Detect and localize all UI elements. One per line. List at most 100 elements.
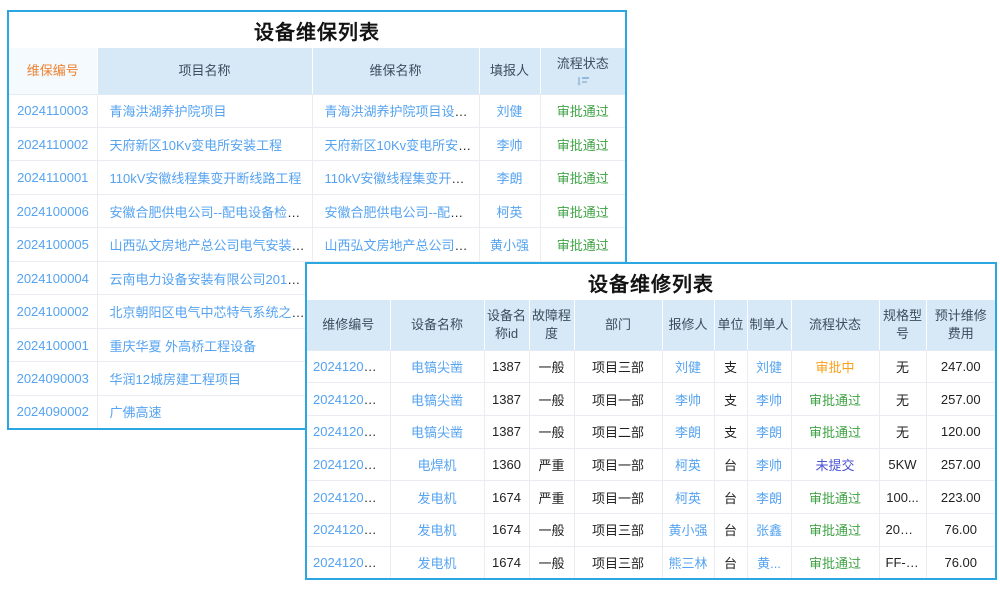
project-name-link[interactable]: 天府新区10Kv变电所安装工程 xyxy=(109,137,283,153)
column-header-reporter: 填报人 xyxy=(478,48,540,95)
unit-value: 台 xyxy=(723,555,737,571)
maintenance-name-link[interactable]: 安徽合肥供电公司--配电... xyxy=(324,204,475,220)
repair-reporter-link[interactable]: 熊三林 xyxy=(668,555,708,571)
department-value: 项目二部 xyxy=(591,425,644,441)
device-name-link[interactable]: 电镐尖凿 xyxy=(410,425,463,441)
creator-link[interactable]: 张鑫 xyxy=(755,523,782,539)
status-badge: 审批通过 xyxy=(556,104,609,120)
maintenance-name-link[interactable]: 110kV安徽线程集变开断... xyxy=(324,171,476,187)
repair-reporter-link[interactable]: 柯英 xyxy=(674,490,701,506)
reporter-link[interactable]: 李朗 xyxy=(496,171,523,187)
project-name-link[interactable]: 云南电力设备安装有限公司2019--2... xyxy=(109,271,312,287)
repair-id-link[interactable]: 2024120006 xyxy=(313,489,386,505)
project-name-link[interactable]: 华润12城房建工程项目 xyxy=(109,371,241,387)
severity-value: 严重 xyxy=(538,490,565,506)
column-header-maintenance-id: 维保编号 xyxy=(9,48,97,95)
repair-header-row: 维修编号 设备名称 设备名称id 故障程度 部门 报修人 单位 制单人 流程状态… xyxy=(307,300,995,351)
creator-link[interactable]: 李帅 xyxy=(755,392,782,408)
maintenance-header-row: 维保编号 项目名称 维保名称 填报人 流程状态 xyxy=(9,48,625,95)
repair-id-link[interactable]: 2024120004 xyxy=(313,554,386,570)
status-badge: 审批通过 xyxy=(808,555,861,571)
repair-reporter-link[interactable]: 李朗 xyxy=(674,425,701,441)
maintenance-id-link[interactable]: 2024110003 xyxy=(17,103,89,119)
reporter-link[interactable]: 刘健 xyxy=(496,104,523,120)
repair-id-link[interactable]: 2024120007 xyxy=(313,456,386,472)
column-header-department: 部门 xyxy=(573,300,662,351)
column-header-maintenance-name: 维保名称 xyxy=(311,48,479,95)
table-row: 2024100006 安徽合肥供电公司--配电设备检修... 安徽合肥供电公司-… xyxy=(9,193,625,229)
column-header-flow-status[interactable]: 流程状态 xyxy=(539,48,625,95)
flow-status-label: 流程状态 xyxy=(556,56,609,72)
creator-link[interactable]: 刘健 xyxy=(755,359,782,375)
maintenance-name-link[interactable]: 天府新区10Kv变电所安装... xyxy=(324,137,479,153)
sort-icon[interactable] xyxy=(576,76,590,87)
repair-reporter-link[interactable]: 黄小强 xyxy=(668,523,708,539)
device-name-link[interactable]: 发电机 xyxy=(417,523,457,539)
unit-value: 台 xyxy=(723,490,737,506)
spec-model-value: 无 xyxy=(895,425,909,441)
repair-id-link[interactable]: 2024120010 xyxy=(313,358,386,374)
project-name-link[interactable]: 重庆华夏 外高桥工程设备 xyxy=(109,338,257,354)
reporter-link[interactable]: 李帅 xyxy=(496,137,523,153)
status-badge: 审批通过 xyxy=(556,238,609,254)
device-name-link[interactable]: 电镐尖凿 xyxy=(410,359,463,375)
maintenance-id-link[interactable]: 2024100006 xyxy=(16,203,89,219)
maintenance-id-link[interactable]: 2024100001 xyxy=(16,337,89,353)
column-header-device-name: 设备名称 xyxy=(389,300,484,351)
department-value: 项目三部 xyxy=(591,359,644,375)
spec-model-value: 200kw xyxy=(885,522,924,538)
creator-link[interactable]: 李帅 xyxy=(755,457,782,473)
repair-id-link[interactable]: 2024120009 xyxy=(313,391,386,407)
severity-value: 一般 xyxy=(538,555,565,571)
status-badge: 审批通过 xyxy=(556,204,609,220)
project-name-link[interactable]: 青海洪湖养护院项目 xyxy=(109,104,227,120)
table-row: 2024120004 发电机 1674 一般 项目三部 熊三林 台 黄... 审… xyxy=(307,545,995,578)
repair-reporter-link[interactable]: 刘健 xyxy=(674,359,701,375)
department-value: 项目三部 xyxy=(591,523,644,539)
column-header-device-id: 设备名称id xyxy=(483,300,529,351)
creator-link[interactable]: 黄... xyxy=(757,555,781,571)
maintenance-id-link[interactable]: 2024100005 xyxy=(16,237,89,253)
device-name-link[interactable]: 电焊机 xyxy=(417,457,457,473)
estimated-cost-value: 76.00 xyxy=(944,522,978,538)
table-row: 2024120009 电镐尖凿 1387 一般 项目一部 李帅 支 李帅 审批通… xyxy=(307,382,995,416)
repair-id-link[interactable]: 2024120005 xyxy=(313,522,386,538)
repair-id-link[interactable]: 2024120008 xyxy=(313,424,386,440)
column-header-project-name: 项目名称 xyxy=(96,48,312,95)
creator-link[interactable]: 李朗 xyxy=(755,490,782,506)
project-name-link[interactable]: 北京朝阳区电气中芯特气系统之GM... xyxy=(109,305,312,321)
project-name-link[interactable]: 山西弘文房地产总公司电气安装工程 xyxy=(109,238,312,254)
estimated-cost-value: 120.00 xyxy=(940,424,981,440)
maintenance-id-link[interactable]: 2024110001 xyxy=(17,170,89,186)
table-row: 2024120007 电焊机 1360 严重 项目一部 柯英 台 李帅 未提交 … xyxy=(307,447,995,482)
creator-link[interactable]: 李朗 xyxy=(755,425,782,441)
repair-reporter-link[interactable]: 柯英 xyxy=(674,457,701,473)
device-name-link[interactable]: 发电机 xyxy=(417,490,457,506)
device-id-value: 1674 xyxy=(492,554,521,570)
project-name-link[interactable]: 安徽合肥供电公司--配电设备检修... xyxy=(109,204,312,220)
device-name-link[interactable]: 电镐尖凿 xyxy=(410,392,463,408)
spec-model-value: FF-2... xyxy=(885,554,924,570)
reporter-link[interactable]: 黄小强 xyxy=(489,238,529,254)
maintenance-name-link[interactable]: 青海洪湖养护院项目设备... xyxy=(324,104,479,120)
project-name-link[interactable]: 110kV安徽线程集变开断线路工程 xyxy=(109,171,302,187)
department-value: 项目一部 xyxy=(591,490,644,506)
status-badge: 审批通过 xyxy=(808,490,861,506)
status-badge: 审批通过 xyxy=(808,523,861,539)
maintenance-id-link[interactable]: 2024110002 xyxy=(17,136,89,152)
maintenance-id-link[interactable]: 2024090002 xyxy=(16,404,89,420)
maintenance-id-link[interactable]: 2024100002 xyxy=(16,304,89,320)
status-badge: 未提交 xyxy=(815,457,855,473)
maintenance-id-link[interactable]: 2024090003 xyxy=(16,370,89,386)
estimated-cost-value: 257.00 xyxy=(940,456,981,472)
project-name-link[interactable]: 广佛高速 xyxy=(109,405,162,421)
device-id-value: 1387 xyxy=(492,424,521,440)
spec-model-value: 5KW xyxy=(888,456,917,472)
device-name-link[interactable]: 发电机 xyxy=(417,555,457,571)
maintenance-name-link[interactable]: 山西弘文房地产总公司电... xyxy=(324,238,479,254)
spec-model-value: 无 xyxy=(895,392,909,408)
maintenance-id-link[interactable]: 2024100004 xyxy=(16,270,89,286)
reporter-link[interactable]: 柯英 xyxy=(496,204,523,220)
estimated-cost-value: 247.00 xyxy=(940,358,981,374)
repair-reporter-link[interactable]: 李帅 xyxy=(674,392,701,408)
